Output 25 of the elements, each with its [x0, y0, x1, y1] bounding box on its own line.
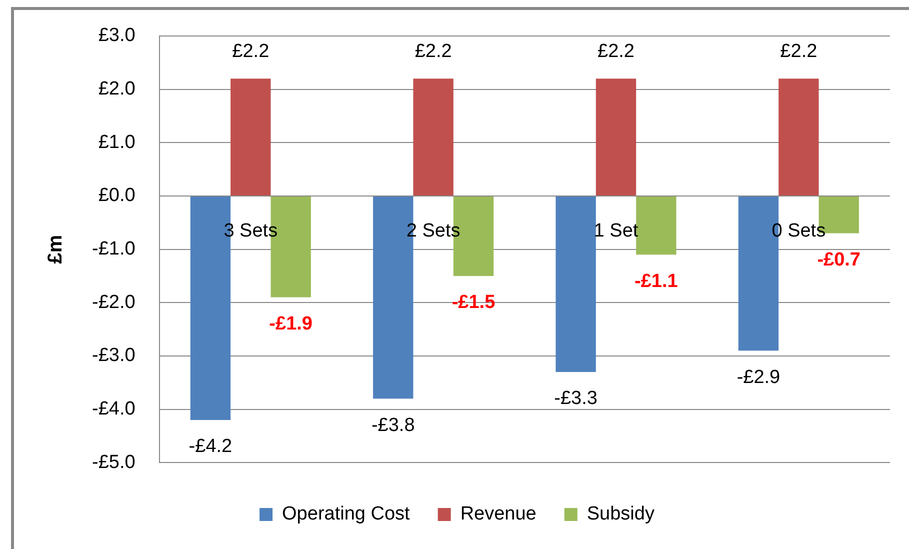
y-tick-label: £2.0 [98, 78, 136, 100]
y-tick-label: -£3.0 [92, 345, 136, 366]
data-label: -£1.9 [269, 314, 312, 335]
y-tick-label: -£5.0 [92, 452, 136, 473]
y-tick-label: -£4.0 [92, 398, 136, 420]
legend-label: Subsidy [586, 504, 655, 525]
y-tick-label: £3.0 [98, 25, 136, 46]
data-label: -£1.1 [634, 270, 678, 292]
y-axis-title: £m [44, 234, 67, 264]
data-label: -£0.7 [817, 250, 861, 271]
y-tick-label: -£2.0 [92, 292, 136, 313]
data-label: -£2.9 [736, 366, 780, 388]
data-label: -£4.2 [188, 436, 232, 458]
data-label: -£1.5 [452, 292, 496, 314]
legend-label: Revenue [460, 504, 536, 525]
y-tick-label: £1.0 [98, 132, 136, 153]
data-label: £2.2 [414, 40, 452, 62]
legend-label: Operating Cost [282, 504, 411, 525]
data-label: £2.2 [598, 40, 634, 62]
y-tick-label: -£1.0 [92, 238, 136, 260]
data-label: -£3.8 [371, 414, 415, 436]
data-label: -£3.3 [554, 388, 598, 410]
y-tick-label: £0.0 [98, 185, 136, 206]
data-label: £2.2 [232, 40, 270, 62]
data-label: £2.2 [780, 40, 818, 62]
